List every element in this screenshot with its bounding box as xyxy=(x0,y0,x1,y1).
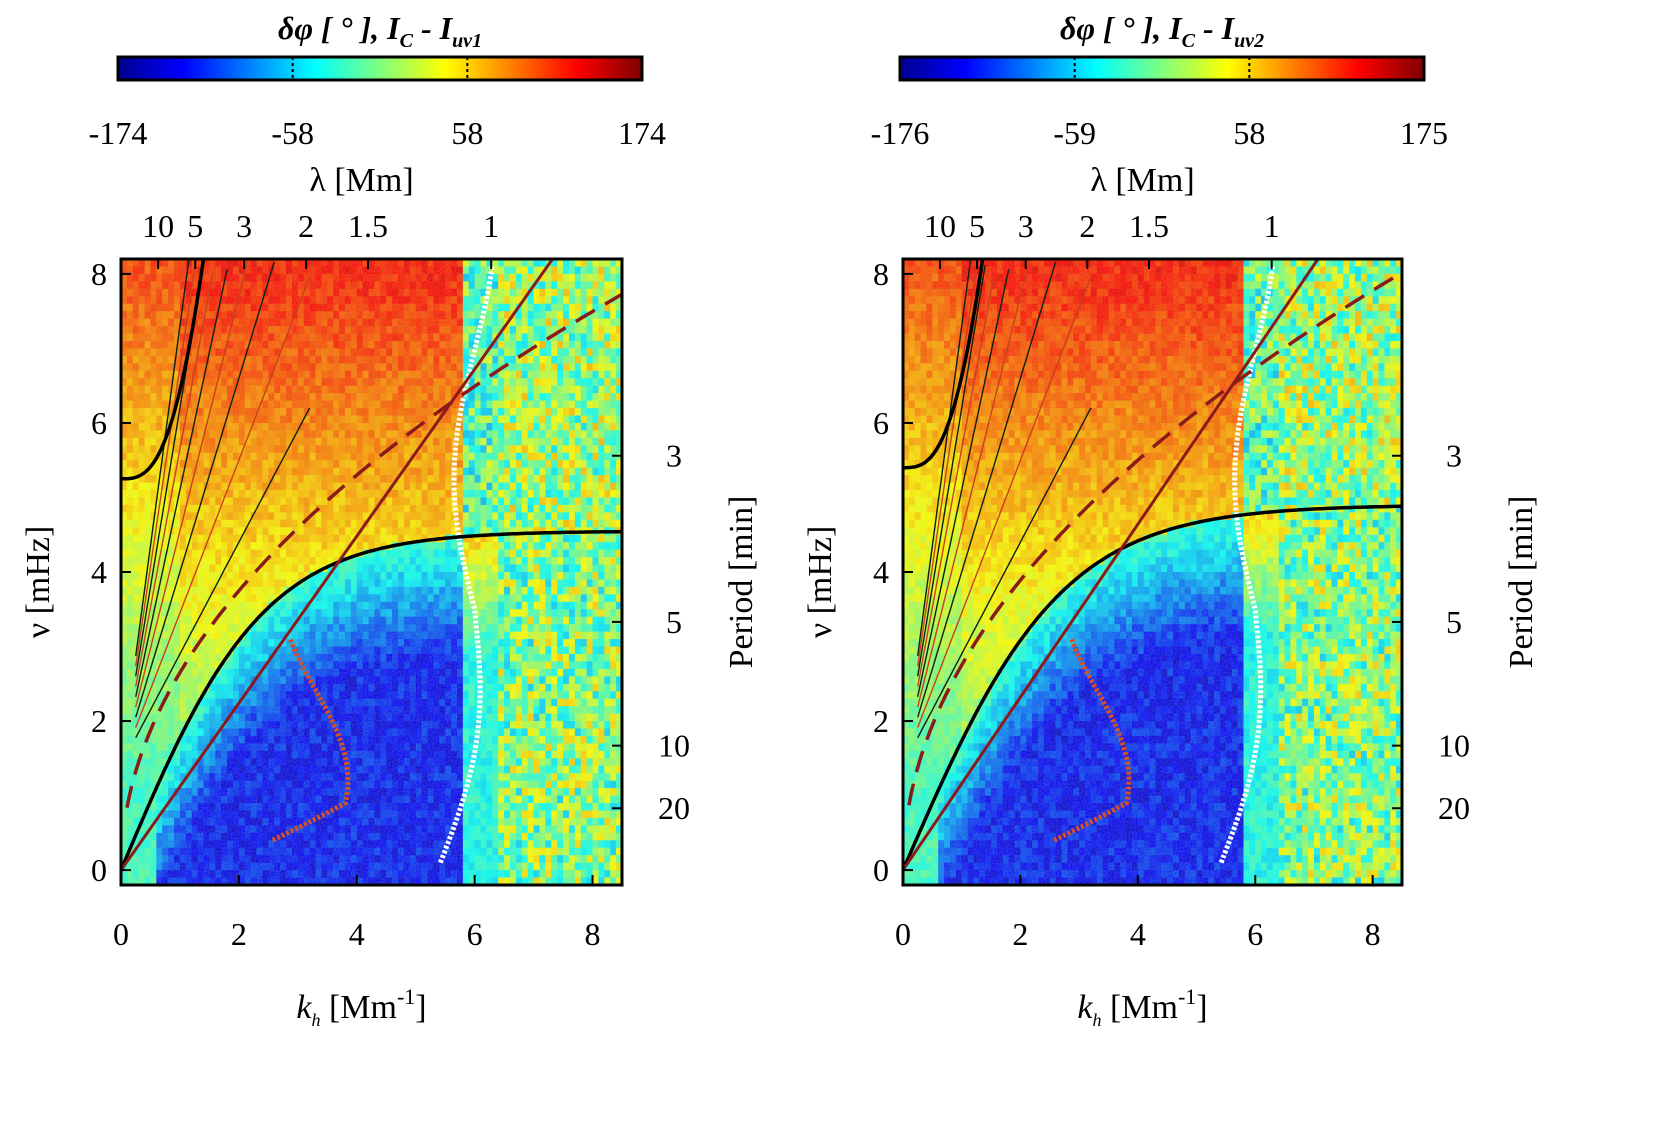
panel-1: 0 2 4 6 80246835102010 5 3 2 1.5 1kh [Mm-1]ν [mHz… xyxy=(20,10,760,1030)
panels: 0 2 4 6 80246835102010 5 3 2 1.5 1kh [Mm-1]ν [mHz… xyxy=(20,10,1540,1030)
